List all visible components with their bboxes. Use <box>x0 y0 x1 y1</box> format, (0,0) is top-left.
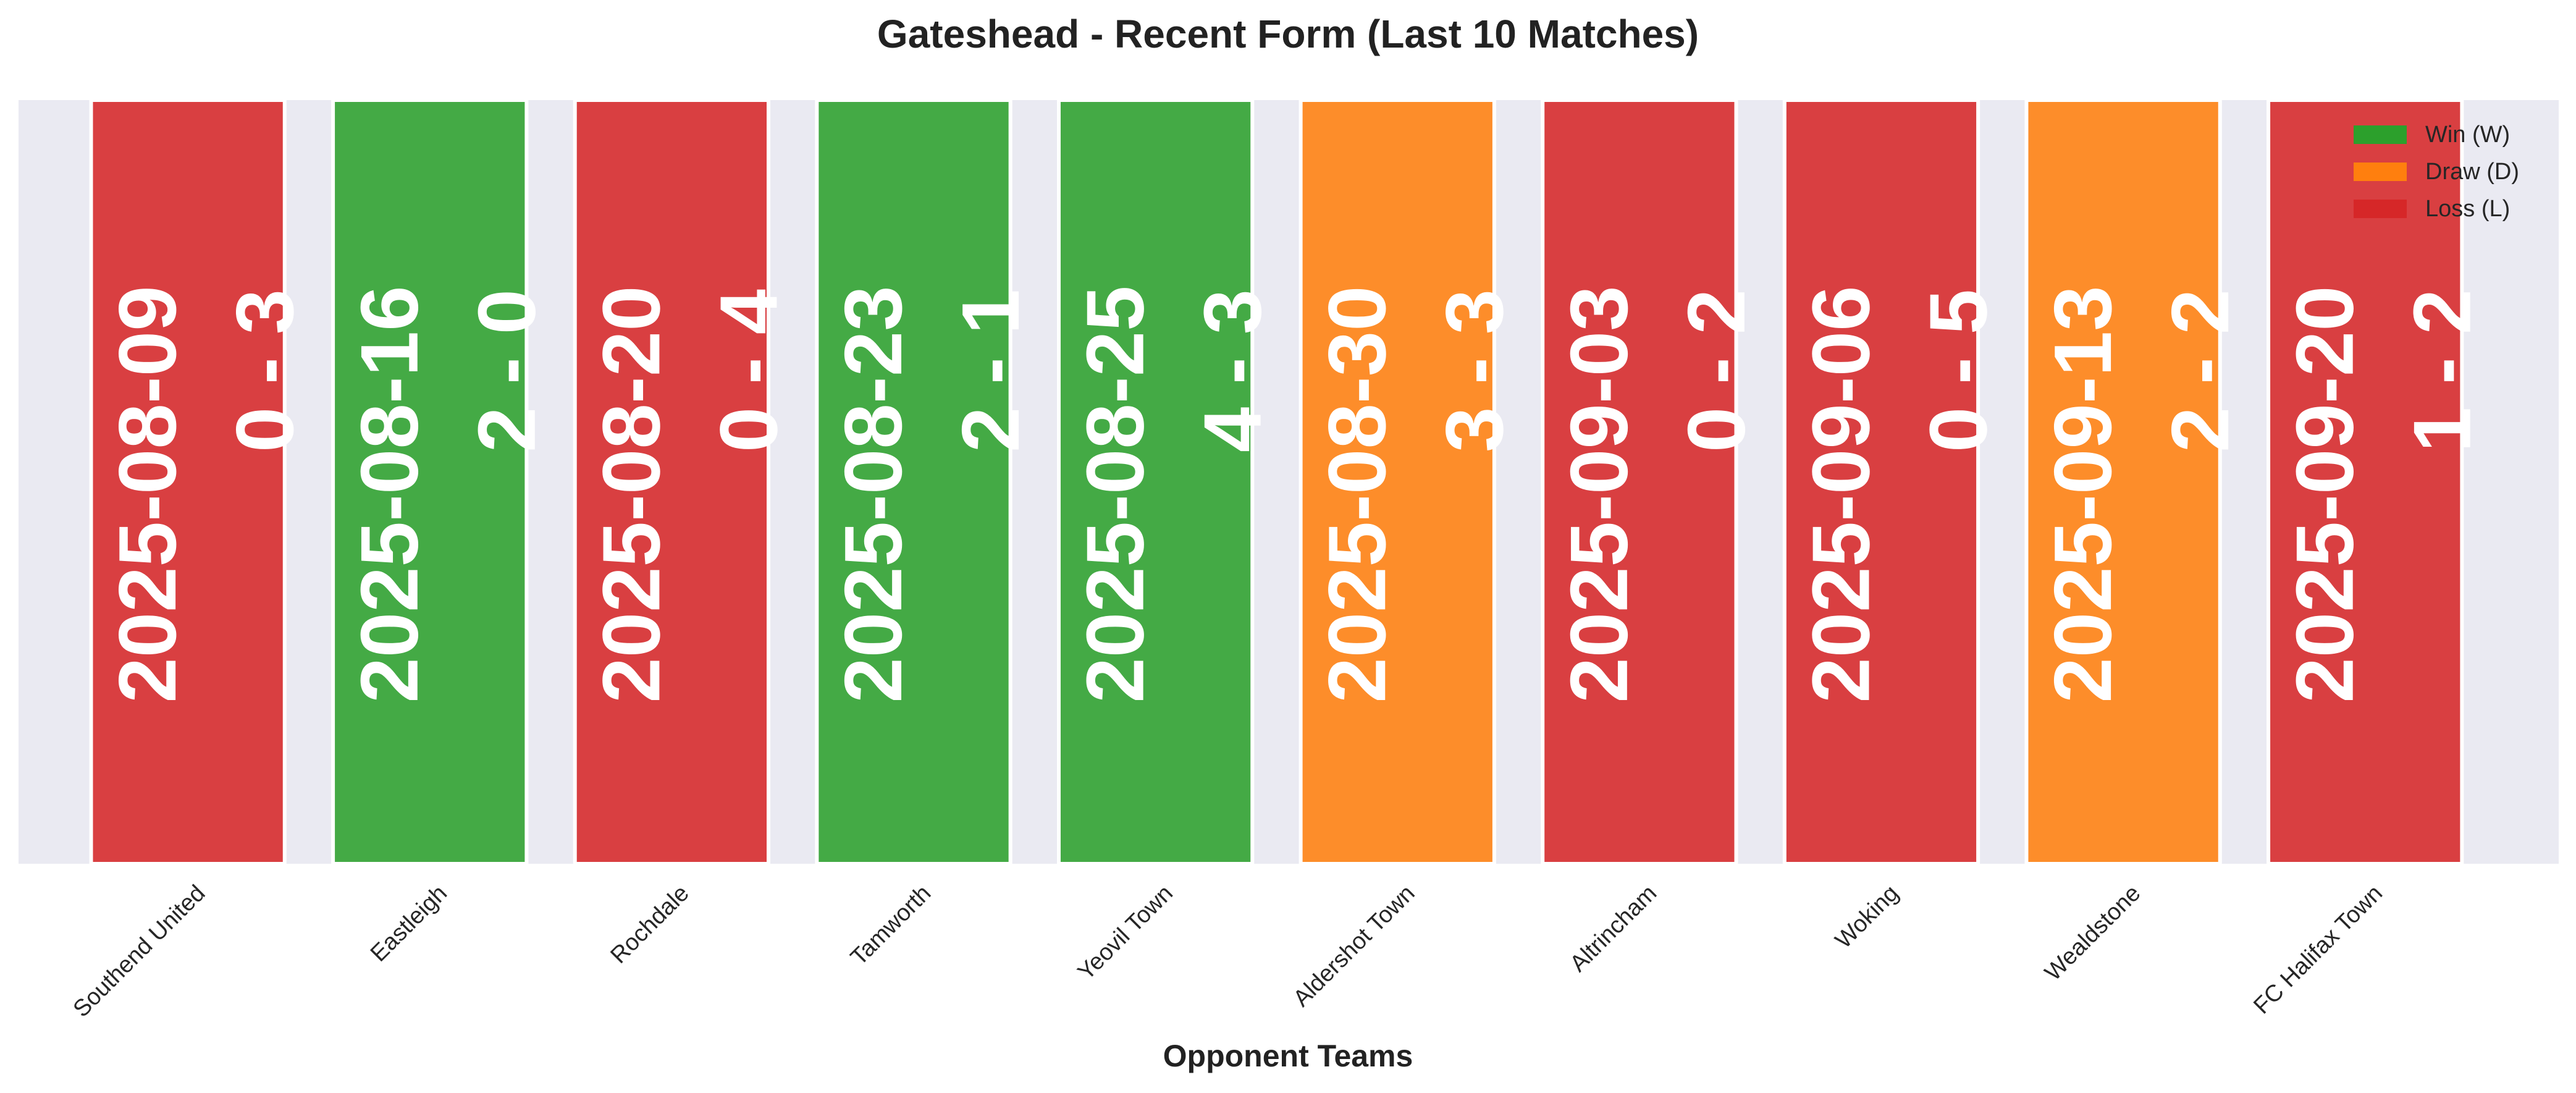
legend-item-w: Win (W) <box>2354 116 2519 153</box>
match-score: 0 - 4 <box>703 289 794 452</box>
x-tick-label: Southend United <box>69 880 211 1023</box>
bar-yeovil-town <box>1056 98 1255 866</box>
x-tick-label: Eastleigh <box>366 880 452 967</box>
legend: Win (W) Draw (D) Loss (L) <box>2354 116 2519 227</box>
legend-label: Win (W) <box>2425 121 2511 148</box>
bar-label-9: 2025-09-20 1 - 2 <box>2279 285 2488 703</box>
match-score: 0 - 5 <box>1913 289 2003 452</box>
match-score: 0 - 2 <box>1671 289 1762 452</box>
match-date: 2025-08-20 <box>586 285 676 703</box>
bar-fc-halifax-town <box>2267 98 2464 866</box>
x-tick-label: Aldershot Town <box>1289 880 1420 1012</box>
legend-swatch <box>2354 162 2407 181</box>
match-date: 2025-09-20 <box>2279 285 2370 703</box>
match-score: 2 - 1 <box>945 289 1036 452</box>
match-date: 2025-08-23 <box>828 285 919 703</box>
match-date: 2025-09-13 <box>2037 285 2128 703</box>
bars-group <box>89 98 2464 866</box>
legend-label: Loss (L) <box>2425 195 2511 222</box>
match-score: 0 - 3 <box>219 289 310 452</box>
bar-rochdale <box>573 98 771 866</box>
match-date: 2025-09-03 <box>1554 285 1644 703</box>
bar-woking <box>1782 98 1980 866</box>
x-tick-labels-group: Southend United Eastleigh Rochdale Tamworth… <box>69 880 2388 1023</box>
match-score: 2 - 2 <box>2155 289 2246 452</box>
legend-label: Draw (D) <box>2425 158 2519 185</box>
match-date: 2025-08-30 <box>1311 285 1402 703</box>
x-tick-label: Tamworth <box>846 880 936 971</box>
match-score: 1 - 2 <box>2397 289 2488 452</box>
x-tick-label: Altrincham <box>1565 880 1662 977</box>
bar-labels-group: 2025-08-09 0 - 3 2025-08-16 2 - 0 2025-08-20… <box>102 285 2488 703</box>
bar-aldershot-town <box>1299 98 1496 866</box>
x-tick-label: Yeovil Town <box>1073 880 1178 985</box>
bar-eastleigh <box>331 98 529 866</box>
match-score: 2 - 0 <box>461 289 552 452</box>
legend-item-d: Draw (D) <box>2354 153 2519 190</box>
legend-swatch <box>2354 200 2407 218</box>
bar-southend-united <box>89 98 287 866</box>
bar-label-6: 2025-09-03 0 - 2 <box>1554 285 1762 703</box>
bar-label-1: 2025-08-16 2 - 0 <box>344 285 552 703</box>
bar-altrincham <box>1541 98 1738 866</box>
x-tick-label: Wealdstone <box>2040 880 2145 986</box>
x-tick-label: Rochdale <box>606 880 694 969</box>
match-score: 4 - 3 <box>1187 289 1278 452</box>
match-date: 2025-08-16 <box>344 285 435 703</box>
legend-item-l: Loss (L) <box>2354 190 2519 227</box>
bar-label-7: 2025-09-06 0 - 5 <box>1795 285 2003 703</box>
match-date: 2025-08-25 <box>1070 285 1161 703</box>
bar-label-2: 2025-08-20 0 - 4 <box>586 285 794 703</box>
match-date: 2025-08-09 <box>102 285 193 703</box>
match-score: 3 - 3 <box>1429 289 1520 452</box>
bar-label-3: 2025-08-23 2 - 1 <box>828 285 1036 703</box>
bar-label-8: 2025-09-13 2 - 2 <box>2037 285 2246 703</box>
bar-label-5: 2025-08-30 3 - 3 <box>1311 285 1520 703</box>
bar-label-0: 2025-08-09 0 - 3 <box>102 285 310 703</box>
bar-label-4: 2025-08-25 4 - 3 <box>1070 285 1278 703</box>
x-tick-label: FC Halifax Town <box>2249 880 2388 1019</box>
x-tick-label: Woking <box>1830 880 1904 954</box>
bar-wealdstone <box>2024 98 2222 866</box>
bar-tamworth <box>815 98 1012 866</box>
x-axis-label: Opponent Teams <box>1163 1039 1413 1073</box>
chart-title: Gateshead - Recent Form (Last 10 Matches… <box>877 12 1699 56</box>
match-date: 2025-09-06 <box>1795 285 1886 703</box>
legend-swatch <box>2354 125 2407 144</box>
